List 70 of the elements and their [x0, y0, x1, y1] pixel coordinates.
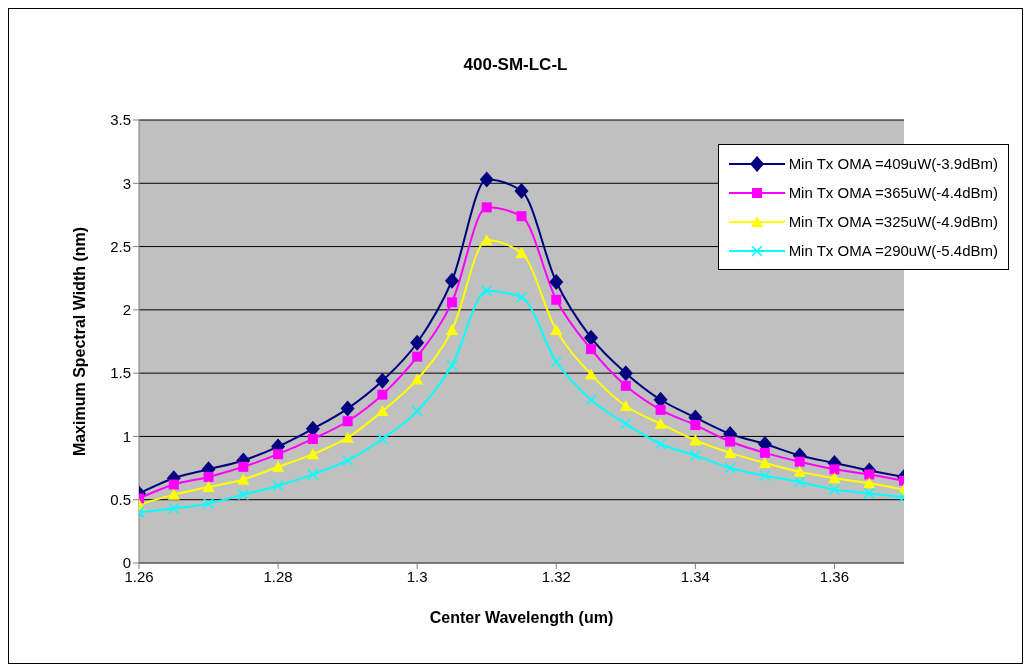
point: [514, 182, 529, 199]
legend-label: Min Tx OMA =290uW(-5.4dBm): [788, 242, 998, 259]
x-tick-label: 1.3: [406, 567, 428, 585]
point: [376, 405, 389, 417]
y-tick-label: 2: [122, 301, 131, 319]
point: [168, 479, 179, 490]
point: [794, 456, 805, 467]
point: [619, 400, 632, 412]
y-tick-label: 3: [122, 174, 131, 192]
point: [340, 400, 355, 417]
point: [307, 433, 318, 444]
y-axis-title: Maximum Spectral Width (nm): [70, 226, 88, 457]
point: [342, 416, 353, 427]
point: [203, 471, 214, 482]
x-tick-label: 1.32: [541, 567, 571, 585]
point: [306, 448, 319, 460]
point: [759, 447, 770, 458]
point: [446, 297, 457, 308]
point: [828, 472, 841, 484]
point: [481, 202, 492, 213]
point: [550, 324, 563, 336]
point: [690, 420, 701, 431]
x-tick-label: 1.36: [819, 567, 850, 585]
point: [863, 477, 876, 489]
point: [620, 380, 631, 391]
point: [273, 449, 284, 460]
point: [410, 334, 425, 351]
y-tick-label: 0.5: [110, 491, 131, 509]
point: [549, 274, 564, 291]
legend-label: Min Tx OMA =409uW(-3.9dBm): [788, 155, 998, 172]
chart-title: 400-SM-LC-L: [462, 55, 569, 75]
y-tick-label: 1: [122, 427, 131, 445]
point: [444, 272, 459, 289]
point: [724, 446, 737, 458]
point: [585, 368, 598, 380]
point: [516, 211, 527, 222]
point: [551, 294, 562, 305]
point: [793, 465, 806, 477]
point: [202, 481, 215, 493]
point: [167, 488, 180, 500]
x-tick-label: 1.28: [263, 567, 293, 585]
legend-label: Min Tx OMA =365uW(-4.4dBm): [788, 184, 998, 201]
point: [238, 461, 249, 472]
point: [377, 389, 388, 400]
point: [515, 246, 528, 258]
point: [341, 431, 354, 443]
point: [584, 329, 599, 346]
point: [411, 373, 424, 385]
legend-label: Min Tx OMA =325uW(-4.9dBm): [788, 213, 998, 230]
point: [655, 404, 666, 415]
point: [725, 436, 736, 447]
point: [445, 324, 458, 336]
point: [586, 344, 597, 355]
x-axis-title: Center Wavelength (um): [429, 609, 614, 626]
y-tick-label: 3.5: [110, 111, 131, 129]
point: [654, 417, 667, 429]
point: [272, 460, 285, 472]
point: [480, 234, 493, 246]
point: [479, 171, 494, 188]
point: [864, 469, 875, 480]
point: [375, 372, 390, 389]
point: [412, 351, 423, 362]
point: [758, 457, 771, 469]
point: [689, 434, 702, 446]
x-tick-label: 1.34: [680, 567, 710, 585]
y-tick-label: 2.5: [110, 237, 131, 255]
y-tick-label: 1.5: [110, 364, 131, 382]
point: [829, 464, 840, 475]
point: [237, 473, 250, 485]
point: [618, 365, 633, 382]
